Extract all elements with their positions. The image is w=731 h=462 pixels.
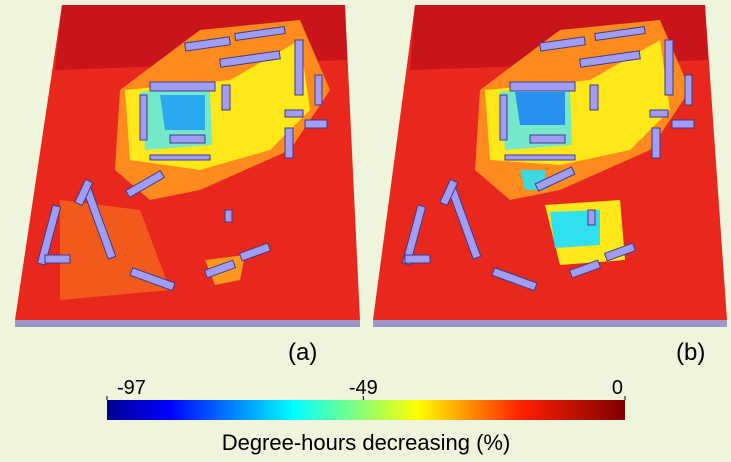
panel-label: (b) bbox=[676, 339, 705, 366]
colorbar-label: Degree-hours decreasing (%) bbox=[222, 430, 511, 455]
colorbar-tick-label: -97 bbox=[117, 377, 146, 399]
colorbar-tick-label: 0 bbox=[612, 377, 623, 399]
panel-a-render bbox=[15, 5, 360, 327]
colorbar-tick-label: -49 bbox=[349, 377, 378, 399]
panel-b-render bbox=[373, 5, 727, 327]
panel-label: (a) bbox=[288, 339, 317, 366]
colorbar bbox=[107, 400, 625, 420]
